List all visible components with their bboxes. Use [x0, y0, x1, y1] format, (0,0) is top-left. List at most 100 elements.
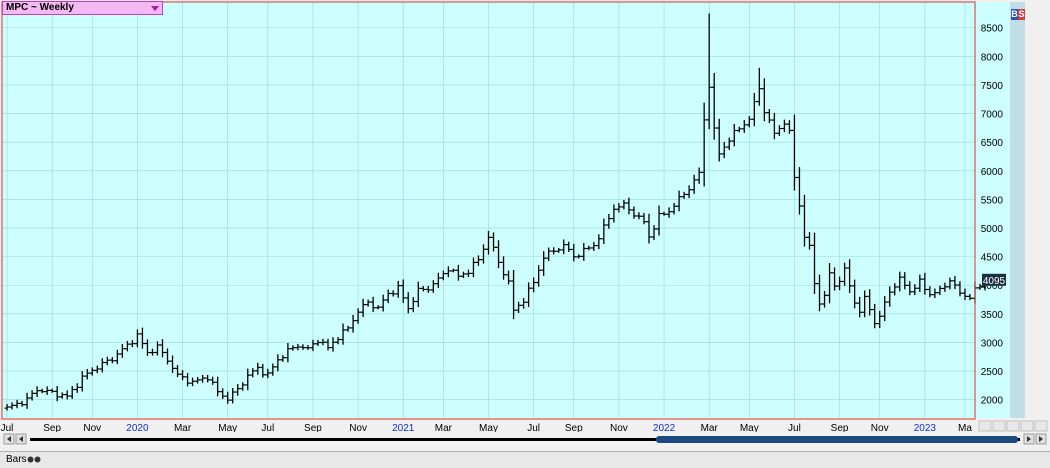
price-bar — [771, 112, 777, 140]
price-bar — [546, 247, 552, 262]
chart-mode-toggle-icon[interactable] — [27, 456, 41, 463]
price-bar — [480, 244, 486, 264]
last-price-label: 4095 — [983, 276, 1006, 287]
zoom-end-button[interactable] — [1034, 420, 1048, 432]
price-bar — [857, 296, 863, 318]
price-bar — [571, 243, 577, 262]
price-bar — [696, 167, 702, 184]
price-bar — [636, 212, 642, 220]
price-bar — [827, 263, 833, 304]
chart-svg: 2000 2500 3000 3500 4000 4500 5000 5500 6000 6500… — [1, 1, 1048, 446]
price-bar — [932, 288, 938, 299]
price-bar — [450, 268, 456, 273]
scroll-left-icon — [7, 436, 11, 442]
y-tick-label: 8500 — [981, 24, 1004, 35]
buy-badge[interactable]: B — [1011, 9, 1018, 20]
price-bar — [556, 247, 562, 253]
scroll-thumb[interactable] — [656, 436, 1018, 443]
x-month-label: Nov — [610, 423, 628, 434]
price-bar — [390, 290, 396, 297]
price-bar — [822, 291, 828, 308]
price-bar — [210, 376, 216, 385]
right-strip — [1010, 2, 1025, 418]
y-tick-label: 6000 — [981, 167, 1004, 178]
sell-badge[interactable]: S — [1018, 9, 1025, 20]
price-bar — [430, 280, 436, 293]
price-bar — [897, 271, 903, 292]
price-bar — [295, 343, 301, 351]
price-bar — [165, 348, 171, 365]
price-bar — [129, 340, 135, 348]
price-bar — [837, 276, 843, 291]
price-bar — [496, 240, 502, 269]
price-bar — [195, 377, 201, 384]
zoom-out-button[interactable] — [978, 420, 992, 432]
x-month-label: Mar — [174, 423, 192, 434]
scroll-track[interactable] — [30, 438, 1020, 441]
grid-lines — [2, 2, 975, 418]
price-bar — [320, 338, 326, 346]
price-bar — [250, 368, 256, 378]
zoom-reset-button[interactable] — [1020, 420, 1034, 432]
x-month-label: Sep — [831, 423, 849, 434]
price-bar — [64, 390, 70, 400]
price-bar — [69, 385, 75, 399]
y-tick-label: 3000 — [981, 338, 1004, 349]
price-bar — [79, 371, 85, 392]
chart-mode-label: Bars — [6, 454, 27, 465]
price-bar — [9, 402, 15, 410]
price-bar — [265, 368, 271, 379]
buy-sell-badge[interactable]: BS — [1011, 9, 1025, 20]
price-bar — [255, 362, 261, 375]
x-month-label: Sep — [304, 423, 322, 434]
price-bar — [325, 338, 331, 351]
price-bar — [420, 286, 426, 292]
price-bar — [716, 118, 722, 162]
price-bar — [355, 308, 361, 324]
price-bar — [641, 213, 647, 225]
price-bar — [962, 288, 968, 301]
price-bar — [631, 206, 637, 219]
y-tick-label: 5500 — [981, 195, 1004, 206]
x-year-label: 2020 — [126, 423, 149, 434]
x-year-label: 2022 — [653, 423, 676, 434]
zoom-toolbar — [978, 420, 1048, 432]
price-bar — [882, 296, 888, 322]
price-bar — [99, 358, 105, 373]
scrollbar[interactable] — [2, 432, 1048, 446]
price-bar — [475, 255, 481, 266]
price-bar — [651, 225, 657, 241]
price-bar — [94, 365, 100, 374]
price-bar — [34, 386, 40, 397]
price-bar — [531, 277, 537, 293]
symbol-dropdown[interactable]: MPC ~ Weekly — [2, 1, 163, 15]
price-bar — [175, 364, 181, 377]
y-tick-label: 4500 — [981, 253, 1004, 264]
price-bar — [470, 257, 476, 278]
zoom-in-button[interactable] — [992, 420, 1006, 432]
price-bar — [455, 264, 461, 281]
scroll-right-icon — [1039, 436, 1043, 442]
y-tick-label: 8000 — [981, 52, 1004, 63]
price-bar — [852, 279, 858, 309]
price-bar — [812, 232, 818, 295]
plot-frame — [1, 1, 976, 420]
price-bar — [385, 289, 391, 304]
y-tick-label: 5000 — [981, 224, 1004, 235]
price-bar — [877, 310, 883, 329]
price-bar — [862, 290, 868, 318]
price-bar — [521, 298, 527, 309]
price-bar — [516, 301, 522, 314]
price-bar — [776, 125, 782, 136]
price-bar — [290, 345, 296, 351]
symbol-title: MPC ~ Weekly — [6, 2, 74, 13]
price-bar — [59, 392, 65, 399]
x-month-label: Nov — [83, 423, 101, 434]
price-bar — [465, 269, 471, 278]
price-bar — [425, 285, 431, 293]
zoom-fit-button[interactable] — [1006, 420, 1020, 432]
price-bar — [144, 339, 150, 356]
price-bar — [731, 124, 737, 147]
step-left-icon — [19, 436, 23, 442]
